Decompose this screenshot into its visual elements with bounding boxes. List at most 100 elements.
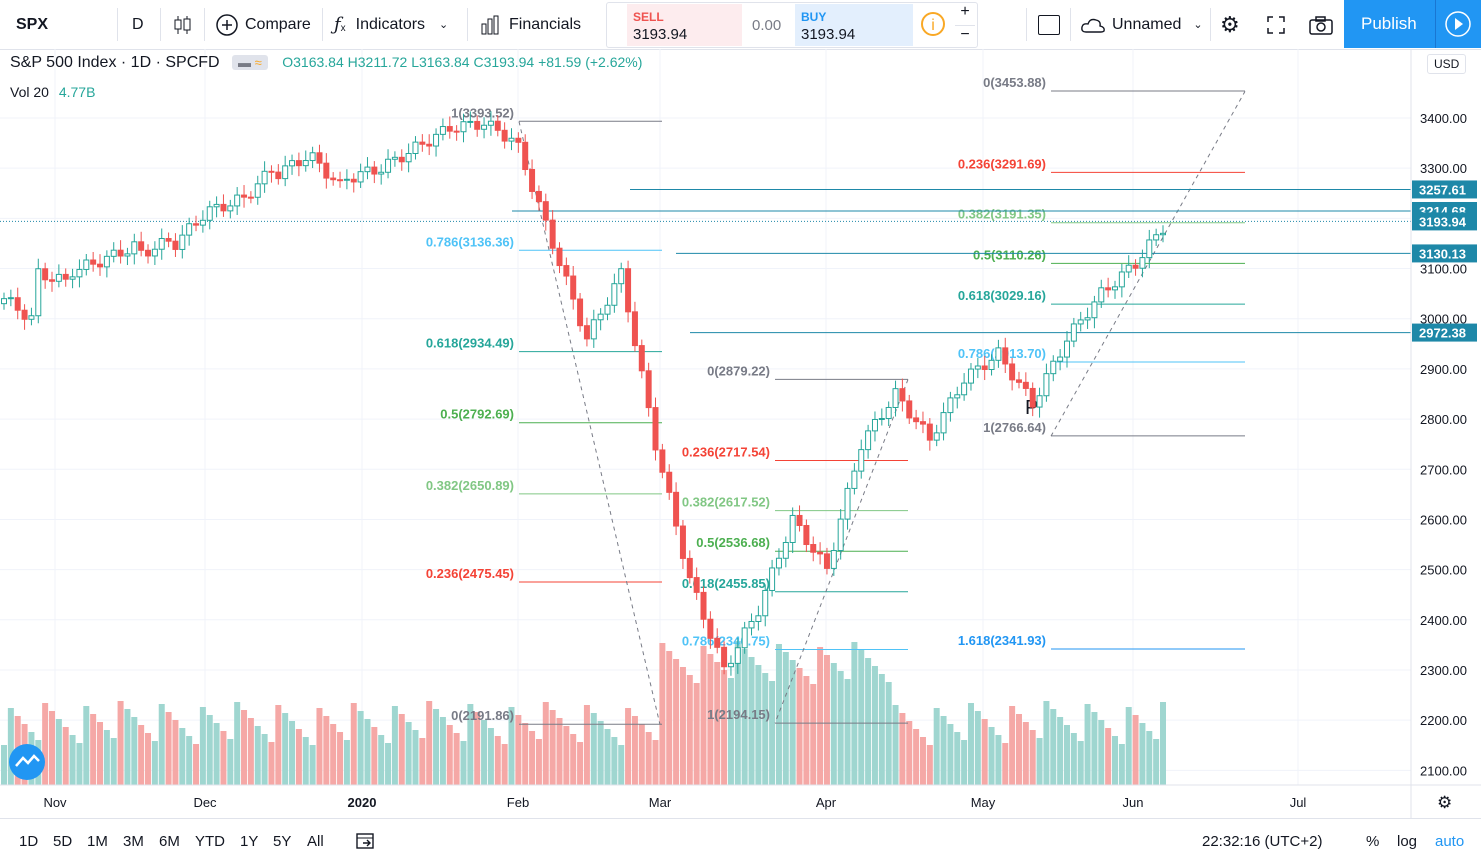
volume-bar (316, 708, 323, 785)
log-toggle[interactable]: log (1397, 832, 1418, 850)
quantity-minus-button[interactable]: − (955, 25, 975, 46)
volume-bar (721, 670, 728, 785)
volume-bar (789, 660, 796, 785)
candle-body (501, 129, 508, 142)
volume-bar (419, 738, 426, 785)
volume-bar (1036, 738, 1043, 785)
range-button-3m[interactable]: 3M (123, 832, 144, 850)
range-button-1y[interactable]: 1Y (240, 832, 259, 850)
compare-button[interactable]: Compare (215, 0, 311, 49)
volume-bar (474, 712, 481, 785)
candle-body (179, 234, 186, 250)
currency-button[interactable]: USD (1427, 54, 1467, 74)
range-button-5d[interactable]: 5D (53, 832, 73, 850)
time-tick: Mar (649, 795, 672, 810)
sell-label: SELL (633, 10, 664, 24)
price-tick: 3300.00 (1420, 161, 1467, 176)
gear-icon: ⚙ (1437, 793, 1452, 812)
volume-bar (974, 711, 981, 785)
volume-bar (604, 729, 611, 785)
divider (467, 8, 468, 41)
range-button-5y[interactable]: 5Y (273, 832, 292, 850)
fullscreen-button[interactable] (1266, 0, 1286, 49)
volume-bar (1098, 720, 1105, 785)
candle-body (426, 143, 433, 147)
candle-body (940, 412, 947, 434)
layout-name-button[interactable]: Unnamed ⌄ (1080, 0, 1203, 49)
fib-level-label: 0.786(3136.36) (426, 234, 514, 249)
buy-price: 3193.94 (801, 26, 856, 43)
interval-button[interactable]: D (132, 15, 144, 33)
goto-date-button[interactable] (355, 819, 377, 863)
volume-bar (439, 717, 446, 785)
calendar-arrow-icon (356, 833, 374, 849)
chart-area[interactable]: 1(3393.52) 0.786(3136.36) 0.618(2934.49) 0.… (0, 49, 1481, 818)
sell-button[interactable]: SELL 3193.94 (627, 4, 742, 46)
candle-body (542, 201, 549, 221)
financials-button[interactable]: Financials (480, 0, 581, 49)
range-button-6m[interactable]: 6M (159, 832, 180, 850)
candle-body (1063, 340, 1070, 358)
legend-status-pill[interactable]: ▬ ≈ (232, 55, 268, 70)
symbol-search[interactable]: SPX (16, 15, 49, 33)
range-button-ytd[interactable]: YTD (195, 832, 225, 850)
candle-body (837, 518, 844, 552)
quantity-plus-button[interactable]: + (960, 3, 970, 20)
volume-bar (179, 728, 186, 785)
candle-body (247, 196, 254, 199)
candle-body (1139, 257, 1146, 269)
range-button-all[interactable]: All (307, 832, 324, 850)
candle-body (433, 133, 440, 147)
volume-bar (1009, 706, 1016, 785)
volume-label: Vol 20 (10, 84, 49, 100)
auto-toggle[interactable]: auto (1435, 832, 1465, 850)
volume-bar (405, 722, 412, 785)
candle-body (467, 120, 474, 123)
snapshot-button[interactable] (1308, 0, 1334, 49)
play-circle-icon (1445, 11, 1471, 37)
publish-label: Publish (1361, 14, 1417, 33)
volume-bar (268, 742, 275, 785)
candle-body (474, 120, 481, 130)
volume-bar (885, 682, 892, 785)
volume-bar (241, 710, 248, 785)
wave-logo-icon (15, 754, 40, 767)
range-button-1m[interactable]: 1M (87, 832, 108, 850)
candle-body (734, 647, 741, 664)
chart-type-button[interactable] (172, 0, 194, 49)
candle-body (1098, 287, 1105, 303)
candle-body (625, 268, 632, 313)
volume-bar (193, 744, 200, 785)
volume-bar (433, 709, 440, 785)
buy-button[interactable]: BUY 3193.94 (795, 4, 913, 46)
volume-bar (446, 725, 453, 785)
bottom-toolbar: 1D 5D 1M 3M 6M YTD 1Y 5Y All 22:32:16 (UTC+2) % … (0, 818, 1481, 866)
percent-toggle[interactable]: % (1366, 832, 1380, 850)
candle-body (90, 259, 97, 265)
volume-bar (659, 643, 666, 785)
info-icon[interactable]: i (921, 12, 945, 36)
function-icon-x: x (340, 23, 346, 34)
candle-body (693, 577, 700, 593)
volume-bar (110, 738, 117, 785)
dash-icon: ▬ (238, 55, 252, 70)
volume-bar (590, 713, 597, 785)
candle-body (549, 219, 556, 249)
price-tag (1412, 244, 1477, 263)
settings-button[interactable]: ⚙ (1220, 0, 1240, 49)
candle-body (55, 273, 62, 282)
candle-body (316, 152, 323, 164)
volume-bar (583, 705, 590, 785)
tradingview-logo[interactable] (9, 744, 45, 780)
time-tick: Feb (507, 795, 529, 810)
volume-bar (529, 731, 536, 785)
volume-bar (549, 710, 556, 785)
publish-button[interactable]: Publish (1344, 0, 1481, 48)
volume-bar (570, 734, 577, 785)
range-button-1d[interactable]: 1D (19, 832, 39, 850)
fullscreen-icon (1267, 15, 1285, 34)
compare-label: Compare (245, 15, 311, 33)
select-layout-button[interactable] (1038, 0, 1060, 49)
candle-body (885, 406, 892, 420)
